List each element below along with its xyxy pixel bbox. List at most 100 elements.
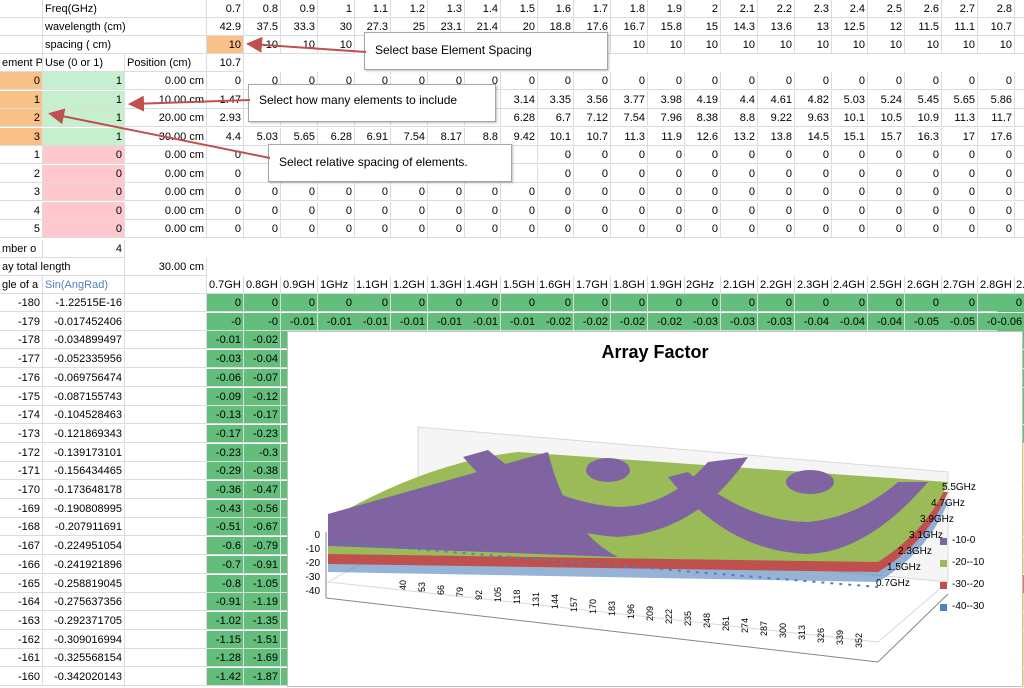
element-phase[interactable]: 0 — [1014, 72, 1024, 90]
freq-cell[interactable]: 1 — [318, 0, 355, 18]
spacing-label[interactable]: spacing ( cm) — [43, 36, 207, 54]
af-value[interactable]: -0.01 — [354, 312, 391, 331]
sin-value[interactable]: -0.121869343 — [43, 424, 125, 443]
element-phase[interactable]: 0 — [941, 146, 978, 164]
element-phase[interactable]: 0 — [978, 220, 1015, 238]
af-value[interactable]: -0.56 — [244, 499, 281, 518]
element-phase[interactable]: 2.93 — [207, 109, 244, 127]
sin-value[interactable]: -0.069756474 — [43, 368, 125, 387]
element-phase[interactable]: 4.19 — [684, 90, 721, 109]
af-value[interactable]: -0.7 — [207, 555, 244, 574]
angle-value[interactable]: -164 — [0, 593, 43, 612]
sin-value[interactable]: -0.052335956 — [43, 350, 125, 369]
element-phase[interactable]: 4.61 — [758, 90, 795, 109]
ghz-header[interactable]: 1.4GH — [464, 276, 501, 294]
sin-value[interactable]: -0.034899497 — [43, 331, 125, 350]
element-phase[interactable]: 0 — [207, 72, 244, 90]
sin-value[interactable]: -1.22515E-16 — [43, 294, 125, 312]
af-value[interactable]: -0.91 — [207, 593, 244, 612]
element-phase[interactable]: 10.7 — [574, 127, 611, 146]
element-phase[interactable]: 0 — [537, 183, 574, 201]
array-total-label[interactable]: ay total length — [0, 258, 125, 276]
cell-blank[interactable] — [125, 499, 207, 518]
element-phase[interactable]: 0 — [758, 164, 795, 183]
angle-value[interactable]: -177 — [0, 350, 43, 369]
af-value[interactable]: -0.04 — [831, 312, 868, 331]
element-phase[interactable]: 3.35 — [537, 90, 574, 109]
wavelength-cell[interactable]: 30 — [318, 18, 355, 36]
element-index[interactable]: 0 — [0, 72, 43, 90]
element-phase[interactable]: 0 — [501, 72, 538, 90]
element-phase[interactable]: 0 — [795, 183, 832, 201]
element-position[interactable]: 0.00 cm — [125, 146, 207, 164]
element-phase[interactable]: 0 — [868, 72, 905, 90]
element-phase[interactable]: 0 — [244, 201, 281, 220]
sin-value[interactable]: -0.139173101 — [43, 443, 125, 462]
angle-value[interactable]: -179 — [0, 312, 43, 331]
ghz-header[interactable]: 1.5GH — [501, 276, 538, 294]
af-value-right[interactable]: -0.06 — [997, 312, 1024, 331]
freq-cell[interactable]: 1.9 — [648, 0, 685, 18]
element-phase[interactable]: 5.45 — [905, 90, 942, 109]
element-phase[interactable]: 0 — [905, 164, 942, 183]
element-phase[interactable]: 0 — [648, 72, 685, 90]
af-value[interactable]: 0 — [207, 294, 244, 312]
angle-value[interactable]: -170 — [0, 481, 43, 499]
spacing-cell[interactable]: 10 — [1014, 36, 1024, 54]
spacing-cell[interactable]: 10 — [758, 36, 795, 54]
ghz-header[interactable]: 1.9GH — [648, 276, 685, 294]
af-value[interactable]: 0 — [611, 294, 648, 312]
ghz-header[interactable]: 1.7GH — [574, 276, 611, 294]
element-index[interactable]: 4 — [0, 201, 43, 220]
element-phase[interactable]: 0 — [831, 220, 868, 238]
af-value[interactable]: 0 — [684, 294, 721, 312]
angle-value[interactable]: -175 — [0, 387, 43, 406]
sin-value[interactable]: -0.258819045 — [43, 574, 125, 593]
sin-value[interactable]: -0.017452406 — [43, 312, 125, 331]
af-value[interactable]: 0 — [574, 294, 611, 312]
angle-value[interactable]: -171 — [0, 462, 43, 481]
element-phase[interactable]: 0 — [684, 201, 721, 220]
freq-cell[interactable]: 1.1 — [354, 0, 391, 18]
element-use[interactable]: 0 — [43, 201, 125, 220]
position-value[interactable]: 10.7 — [207, 54, 244, 72]
wavelength-cell[interactable]: 11.1 — [941, 18, 978, 36]
element-phase[interactable]: 9.42 — [501, 127, 538, 146]
array-total-value[interactable]: 30.00 cm — [125, 258, 207, 276]
element-phase[interactable]: 0 — [574, 146, 611, 164]
af-value[interactable]: -0.13 — [207, 406, 244, 425]
af-value[interactable]: -0.01 — [207, 331, 244, 350]
element-phase[interactable]: 0 — [648, 220, 685, 238]
cell-blank[interactable] — [125, 649, 207, 668]
af-value[interactable]: -0.03 — [207, 350, 244, 369]
element-phase[interactable]: 0 — [905, 72, 942, 90]
af-value[interactable]: -0.03 — [758, 312, 795, 331]
element-phase[interactable]: 0 — [574, 220, 611, 238]
element-phase[interactable]: 0 — [1014, 202, 1024, 220]
cell-blank[interactable] — [125, 593, 207, 612]
element-phase[interactable]: 0 — [721, 220, 758, 238]
af-value[interactable]: 0 — [391, 294, 428, 312]
freq-cell[interactable]: 1.4 — [464, 0, 501, 18]
sin-value[interactable]: -0.173648178 — [43, 481, 125, 499]
af-value[interactable]: -1.51 — [244, 630, 281, 649]
freq-cell[interactable]: 1.8 — [611, 0, 648, 18]
element-phase[interactable]: 0 — [354, 183, 391, 201]
element-phase[interactable]: 4.4 — [207, 127, 244, 146]
af-value[interactable]: 0 — [758, 294, 795, 312]
ghz-header[interactable]: 1.1GH — [354, 276, 391, 294]
element-phase[interactable]: 0 — [244, 183, 281, 201]
af-value[interactable]: -0.17 — [244, 406, 281, 425]
sin-value[interactable]: -0.104528463 — [43, 406, 125, 425]
sin-value[interactable]: -0.190808995 — [43, 499, 125, 518]
element-phase[interactable]: 14.5 — [795, 127, 832, 146]
element-phase[interactable]: 0 — [721, 201, 758, 220]
freq-cell[interactable]: 2.4 — [831, 0, 868, 18]
af-value[interactable]: 0 — [868, 294, 905, 312]
element-phase[interactable]: 0 — [207, 201, 244, 220]
angle-value[interactable]: -172 — [0, 443, 43, 462]
af-value[interactable]: -0 — [207, 312, 244, 331]
element-phase[interactable]: 3.77 — [611, 90, 648, 109]
af-value[interactable]: -1.15 — [207, 630, 244, 649]
element-use[interactable]: 0 — [43, 164, 125, 183]
